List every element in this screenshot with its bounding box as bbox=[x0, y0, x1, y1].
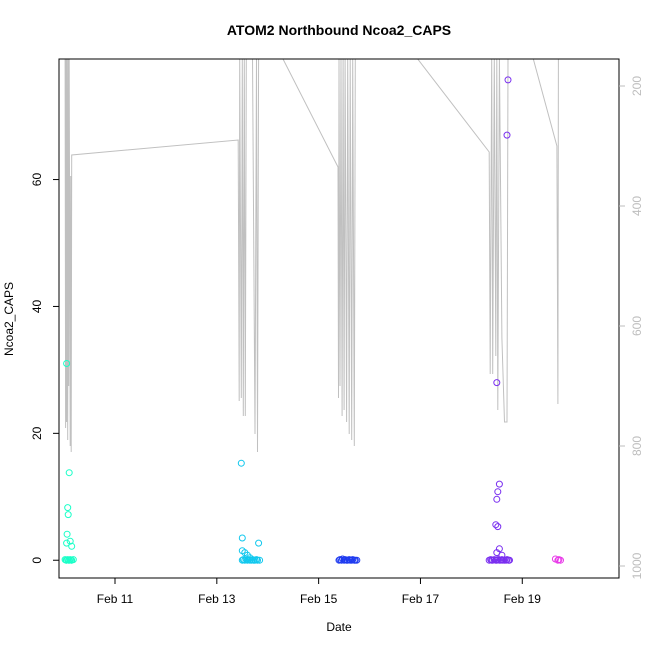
data-point bbox=[255, 539, 263, 547]
data-point bbox=[256, 556, 264, 564]
x-tick-label: Feb 15 bbox=[300, 592, 338, 606]
x-axis-label: Date bbox=[326, 620, 352, 634]
y-axis-right: 200 400 600 800 1000 bbox=[619, 76, 644, 579]
data-point bbox=[64, 511, 72, 519]
y-axis: 0 20 40 60 bbox=[30, 173, 59, 564]
x-tick-label: Feb 19 bbox=[504, 592, 542, 606]
data-point bbox=[254, 556, 261, 564]
y-axis-label: Ncoa2_CAPS bbox=[2, 282, 16, 356]
chart-title: ATOM2 Northbound Ncoa2_CAPS bbox=[227, 22, 451, 38]
data-point bbox=[65, 469, 73, 477]
data-point bbox=[64, 504, 72, 512]
x-tick-label: Feb 17 bbox=[402, 592, 440, 606]
right-tick-label: 600 bbox=[630, 316, 644, 336]
right-tick-label: 1000 bbox=[630, 552, 644, 579]
y-tick-label: 40 bbox=[30, 299, 44, 313]
right-tick-label: 400 bbox=[630, 196, 644, 216]
y-tick-label: 20 bbox=[30, 426, 44, 440]
right-tick-label: 200 bbox=[630, 76, 644, 96]
x-axis: Feb 11 Feb 13 Feb 15 Feb 17 Feb 19 bbox=[97, 578, 542, 606]
data-point bbox=[63, 530, 71, 538]
data-point bbox=[493, 495, 501, 503]
data-point bbox=[63, 539, 71, 547]
data-point bbox=[67, 556, 75, 564]
right-tick-label: 800 bbox=[630, 436, 644, 456]
data-point bbox=[494, 523, 502, 531]
data-point bbox=[504, 76, 512, 84]
data-point bbox=[495, 480, 503, 488]
data-point bbox=[557, 556, 564, 564]
data-point bbox=[237, 459, 245, 467]
data-point bbox=[238, 534, 246, 542]
data-point bbox=[66, 537, 74, 545]
depth-line bbox=[64, 59, 559, 453]
data-point bbox=[353, 556, 361, 564]
data-point bbox=[492, 521, 500, 529]
data-point bbox=[62, 556, 70, 564]
plot-area bbox=[61, 59, 564, 564]
data-point bbox=[503, 131, 511, 139]
data-point bbox=[65, 556, 73, 564]
x-tick-label: Feb 11 bbox=[97, 592, 134, 606]
data-point bbox=[68, 542, 76, 550]
x-tick-label: Feb 13 bbox=[198, 592, 236, 606]
y-tick-label: 0 bbox=[30, 557, 44, 564]
data-point bbox=[63, 360, 71, 367]
data-point bbox=[506, 556, 513, 564]
y-tick-label: 60 bbox=[30, 173, 44, 187]
data-point bbox=[494, 488, 502, 496]
plot-frame bbox=[58, 58, 620, 579]
data-point bbox=[493, 379, 501, 387]
